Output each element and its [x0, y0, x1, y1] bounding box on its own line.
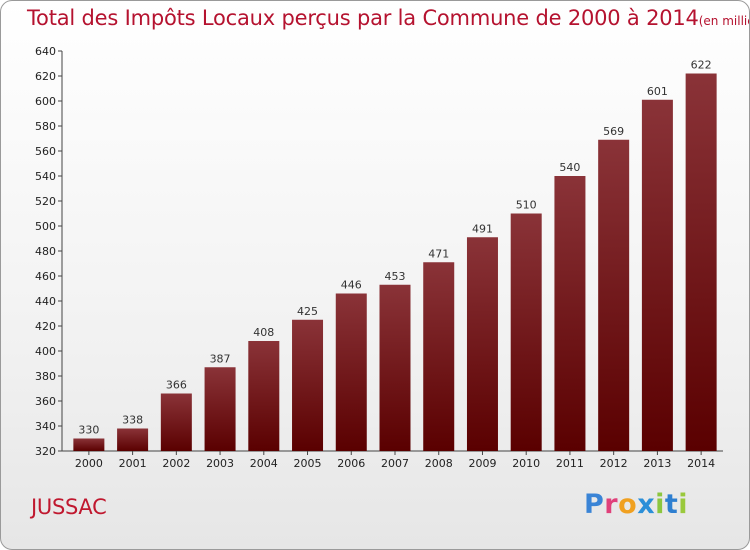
data-label: 471 [428, 247, 449, 260]
bar [685, 73, 717, 451]
data-label: 491 [472, 222, 493, 235]
data-label: 453 [385, 270, 406, 283]
data-label: 510 [516, 199, 537, 212]
bar [598, 139, 630, 451]
bar [204, 367, 236, 451]
y-tick-label: 540 [35, 170, 56, 183]
bar [466, 237, 498, 451]
bars [73, 73, 717, 451]
y-tick-label: 480 [35, 245, 56, 258]
data-label: 569 [603, 125, 624, 138]
bar [117, 428, 149, 451]
bar [641, 99, 673, 451]
logo-letter: x [637, 489, 656, 520]
bar [510, 213, 542, 451]
y-tick-label: 620 [35, 70, 56, 83]
y-tick-label: 560 [35, 145, 56, 158]
y-axis: 320 340 360 380 400 420 440 460 480 500 520 540 560 5… [35, 45, 63, 458]
chart-title: Total des Impôts Locaux perçus par la Co… [27, 6, 749, 30]
logo-letter: t [664, 489, 679, 520]
y-tick-label: 420 [35, 320, 56, 333]
data-label: 540 [559, 161, 580, 174]
y-tick-label: 400 [35, 345, 56, 358]
x-tick-label: 2012 [600, 457, 628, 470]
x-tick-label: 2001 [119, 457, 147, 470]
x-tick-label: 2007 [381, 457, 409, 470]
bar [160, 393, 192, 451]
logo-letter: r [604, 489, 619, 520]
y-tick-label: 600 [35, 95, 56, 108]
data-label: 408 [253, 326, 274, 339]
data-label: 387 [210, 352, 231, 365]
bar [335, 293, 367, 451]
data-label: 446 [341, 279, 362, 292]
y-tick-label: 340 [35, 420, 56, 433]
logo-letter: i [678, 489, 689, 520]
chart-title-main: Total des Impôts Locaux perçus par la Co… [27, 6, 699, 30]
commune-name: JUSSAC [31, 495, 107, 519]
y-tick-label: 320 [35, 445, 56, 458]
x-tick-label: 2010 [512, 457, 540, 470]
y-tick-label: 500 [35, 220, 56, 233]
y-tick-label: 380 [35, 370, 56, 383]
y-tick-label: 580 [35, 120, 56, 133]
logo-letter: o [618, 489, 638, 520]
proxiti-logo: Proxiti [584, 489, 688, 520]
x-axis: 2000 2001 2002 2003 2004 2005 2006 2007 2008 2009… [62, 450, 723, 470]
logo-letter: i [655, 489, 665, 520]
data-labels: 330 338 366 387 408 425 446 453 471 491 510 540 569 6… [78, 59, 711, 437]
y-tick-label: 460 [35, 270, 56, 283]
x-tick-label: 2003 [206, 457, 234, 470]
x-tick-label: 2009 [468, 457, 496, 470]
x-tick-label: 2006 [337, 457, 365, 470]
data-label: 622 [691, 59, 712, 72]
x-tick-label: 2011 [556, 457, 584, 470]
x-tick-label: 2013 [643, 457, 671, 470]
bar [73, 438, 105, 451]
data-label: 366 [166, 379, 187, 392]
bar [379, 284, 411, 451]
data-label: 330 [78, 424, 99, 437]
data-label: 338 [122, 414, 143, 427]
data-label: 425 [297, 305, 318, 318]
x-tick-label: 2004 [250, 457, 278, 470]
data-label: 601 [647, 85, 668, 98]
x-tick-label: 2000 [75, 457, 103, 470]
logo-letter: P [584, 489, 605, 520]
bar [423, 262, 455, 451]
x-tick-label: 2008 [425, 457, 453, 470]
y-tick-label: 360 [35, 395, 56, 408]
unit-note: (en milliers d'€) [698, 14, 749, 28]
x-tick-label: 2002 [162, 457, 190, 470]
x-tick-label: 2014 [687, 457, 715, 470]
y-tick-label: 640 [35, 45, 56, 58]
y-tick-label: 440 [35, 295, 56, 308]
bar [292, 319, 324, 451]
bar [248, 341, 280, 451]
bar [554, 176, 586, 451]
y-tick-label: 520 [35, 195, 56, 208]
x-tick-label: 2005 [294, 457, 322, 470]
